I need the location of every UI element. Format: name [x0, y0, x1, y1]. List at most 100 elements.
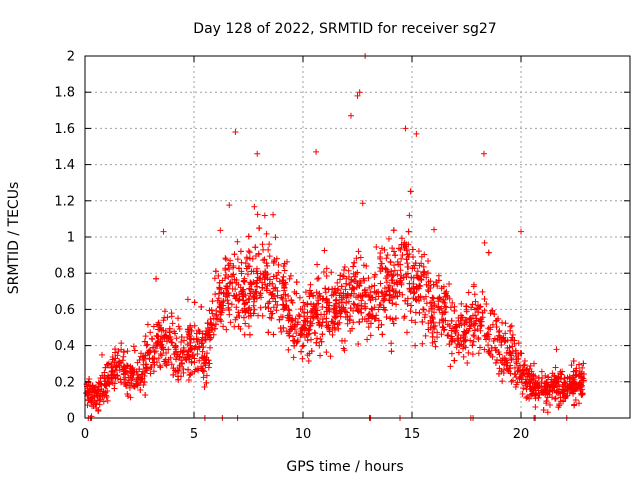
data-point	[332, 297, 339, 304]
data-point	[418, 253, 425, 260]
data-point	[216, 304, 223, 311]
data-point	[243, 254, 250, 261]
data-point	[161, 308, 168, 315]
data-point	[334, 279, 341, 286]
data-point	[247, 290, 254, 297]
data-point	[414, 274, 421, 281]
data-point	[357, 292, 364, 299]
data-point	[168, 361, 175, 368]
data-point	[499, 319, 506, 326]
data-point	[520, 366, 527, 373]
data-point	[111, 385, 118, 392]
data-point	[398, 241, 405, 248]
data-point	[389, 300, 396, 307]
data-point	[307, 281, 314, 288]
data-point	[304, 309, 311, 316]
data-point	[127, 394, 134, 401]
data-point	[425, 326, 432, 333]
data-point	[431, 302, 438, 309]
data-point	[400, 274, 407, 281]
data-point	[434, 329, 441, 336]
data-point	[231, 251, 238, 258]
data-point	[448, 338, 455, 345]
data-point	[344, 313, 351, 320]
data-point	[323, 295, 330, 302]
data-point	[306, 293, 313, 300]
data-point	[526, 395, 533, 402]
data-point	[351, 259, 358, 266]
x-tick-label: 10	[295, 427, 312, 442]
data-point	[485, 325, 492, 332]
data-point	[122, 374, 129, 381]
data-point	[172, 330, 179, 337]
data-point	[196, 357, 203, 364]
data-point	[91, 390, 98, 397]
data-point	[207, 335, 214, 342]
data-point	[175, 323, 182, 330]
data-point	[227, 319, 234, 326]
data-point	[240, 297, 247, 304]
data-point	[425, 257, 432, 264]
data-point	[434, 283, 441, 290]
data-point	[375, 324, 382, 331]
data-point	[109, 354, 116, 361]
data-point	[184, 341, 191, 348]
data-point	[191, 355, 198, 362]
data-point	[278, 294, 285, 301]
data-point	[108, 375, 115, 382]
data-point	[327, 353, 334, 360]
data-point	[233, 314, 240, 321]
data-point	[457, 335, 464, 342]
data-point	[97, 375, 104, 382]
data-point	[218, 318, 225, 325]
chart-title: Day 128 of 2022, SRMTID for receiver sg2…	[193, 21, 496, 37]
data-point	[226, 266, 233, 273]
data-point	[429, 305, 436, 312]
data-point	[323, 265, 330, 272]
y-tick-label: 0.8	[54, 267, 75, 282]
data-point	[523, 394, 530, 401]
data-point	[97, 396, 104, 403]
data-point	[281, 267, 288, 274]
data-point	[576, 361, 583, 368]
data-point	[470, 322, 477, 329]
data-point	[292, 321, 299, 328]
data-point	[261, 212, 268, 219]
data-point	[385, 235, 392, 242]
data-point	[477, 303, 484, 310]
data-point	[245, 296, 252, 303]
data-point	[251, 292, 258, 299]
data-point	[481, 295, 488, 302]
data-point	[515, 340, 522, 347]
data-point	[460, 353, 467, 360]
data-point	[150, 323, 157, 330]
data-point	[539, 374, 546, 381]
data-point	[425, 320, 432, 327]
data-point	[226, 306, 233, 313]
data-point	[339, 337, 346, 344]
data-point	[95, 408, 102, 415]
data-point	[379, 245, 386, 252]
data-point	[224, 283, 231, 290]
data-point	[236, 265, 243, 272]
data-point	[443, 304, 450, 311]
data-point	[115, 348, 122, 355]
data-point	[225, 262, 232, 269]
data-point	[117, 379, 124, 386]
data-point	[306, 330, 313, 337]
data-point	[254, 150, 261, 157]
data-point	[463, 303, 470, 310]
y-tick-label: 1.4	[54, 158, 75, 173]
data-point	[191, 322, 198, 329]
data-point	[160, 228, 167, 235]
data-point	[463, 327, 470, 334]
data-point	[425, 288, 432, 295]
data-point	[95, 383, 102, 390]
data-point	[281, 260, 288, 267]
data-point	[131, 347, 138, 354]
data-point	[430, 281, 437, 288]
data-point	[323, 318, 330, 325]
data-point	[350, 285, 357, 292]
data-point	[427, 278, 434, 285]
data-point	[365, 275, 372, 282]
